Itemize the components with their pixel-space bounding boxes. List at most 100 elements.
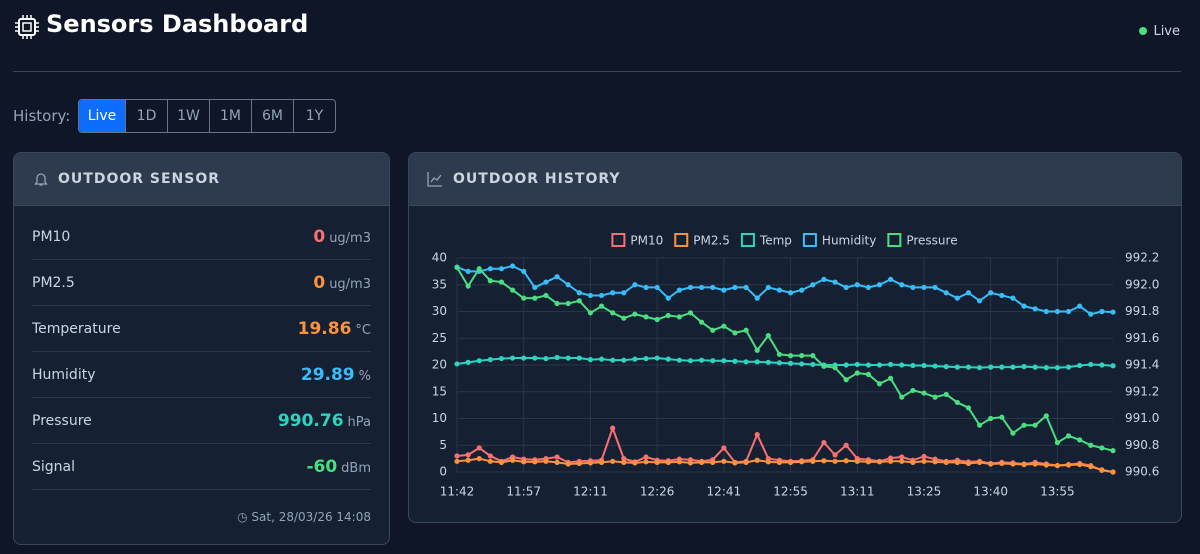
point xyxy=(665,312,671,319)
legend-swatch xyxy=(674,233,689,247)
point xyxy=(943,364,949,370)
point xyxy=(1043,413,1049,419)
point xyxy=(854,370,860,376)
point xyxy=(954,295,960,301)
point xyxy=(710,459,716,465)
point xyxy=(543,292,549,299)
point xyxy=(509,355,516,361)
point xyxy=(543,279,549,285)
point xyxy=(654,284,660,291)
point xyxy=(799,459,805,465)
point xyxy=(888,375,894,381)
point xyxy=(676,314,682,320)
point xyxy=(565,282,571,288)
point xyxy=(799,361,805,367)
x-tick-label: 12:26 xyxy=(640,485,675,499)
y-tick-label: 30 xyxy=(432,304,447,318)
point xyxy=(643,284,649,291)
point xyxy=(832,365,838,371)
point xyxy=(1088,464,1094,470)
history-button[interactable]: Live xyxy=(79,100,126,132)
y2-tick-label: 991.2 xyxy=(1125,384,1159,398)
point xyxy=(932,459,938,465)
point xyxy=(610,290,616,296)
point xyxy=(732,284,738,291)
point xyxy=(832,279,838,285)
point xyxy=(487,278,493,284)
history-button[interactable]: 1M xyxy=(210,100,252,132)
point xyxy=(921,362,927,369)
history-buttons: Live 1D 1W 1M 6M 1Y xyxy=(78,99,336,133)
x-tick-label: 13:25 xyxy=(907,485,942,499)
point xyxy=(699,459,705,465)
reading-row: Temperature 19.86 °C xyxy=(32,306,371,352)
chart-icon xyxy=(427,172,442,187)
point xyxy=(521,295,527,301)
point xyxy=(1010,364,1016,370)
history-button[interactable]: 6M xyxy=(252,100,294,132)
point xyxy=(1032,422,1038,428)
point xyxy=(787,290,794,296)
reading-value: 0 xyxy=(313,226,326,247)
point xyxy=(554,459,560,465)
point xyxy=(910,284,916,291)
point xyxy=(665,459,671,465)
reading-value-group: 19.86 °C xyxy=(298,319,371,339)
point xyxy=(721,323,727,329)
point xyxy=(899,362,905,368)
bell-icon xyxy=(34,173,48,186)
point xyxy=(732,460,738,466)
point xyxy=(465,283,471,289)
point xyxy=(821,276,827,282)
point xyxy=(865,459,871,465)
point xyxy=(498,459,505,465)
status: Live xyxy=(1139,24,1180,39)
point xyxy=(710,358,716,364)
point xyxy=(565,300,571,307)
point xyxy=(943,459,949,465)
reading-unit: hPa xyxy=(347,414,371,430)
point xyxy=(554,300,560,307)
point xyxy=(921,458,927,464)
point xyxy=(532,459,538,465)
y-tick-label: 40 xyxy=(432,251,447,265)
line xyxy=(456,264,1114,316)
point xyxy=(999,414,1005,420)
point xyxy=(876,282,883,288)
point xyxy=(1099,308,1105,315)
point xyxy=(1010,430,1016,436)
divider xyxy=(13,71,1181,72)
point xyxy=(1054,462,1061,469)
point xyxy=(810,458,816,464)
history-button[interactable]: 1W xyxy=(168,100,210,132)
point xyxy=(1032,461,1038,467)
history-button[interactable]: 1Y xyxy=(305,108,324,124)
history-button[interactable]: 1D xyxy=(126,100,168,132)
point xyxy=(1043,308,1049,315)
point xyxy=(888,361,894,368)
point xyxy=(943,290,949,296)
point xyxy=(532,355,538,361)
reading-value-group: -60 dBm xyxy=(306,457,371,477)
point xyxy=(787,360,794,366)
point xyxy=(721,358,727,364)
point xyxy=(787,459,794,465)
point xyxy=(454,361,460,367)
point xyxy=(465,452,471,458)
point xyxy=(1054,308,1061,315)
point xyxy=(910,459,916,465)
point xyxy=(509,457,516,463)
point xyxy=(721,458,727,464)
point xyxy=(976,365,983,371)
point xyxy=(643,454,649,460)
legend: PM10 PM2.5 Temp Humidity Pressure xyxy=(611,233,958,248)
point xyxy=(632,356,638,362)
point xyxy=(543,355,549,362)
reading-row: Signal -60 dBm xyxy=(32,444,371,490)
point xyxy=(854,361,860,368)
point xyxy=(754,359,760,365)
point xyxy=(799,353,805,359)
point xyxy=(921,453,927,460)
point xyxy=(576,460,582,467)
